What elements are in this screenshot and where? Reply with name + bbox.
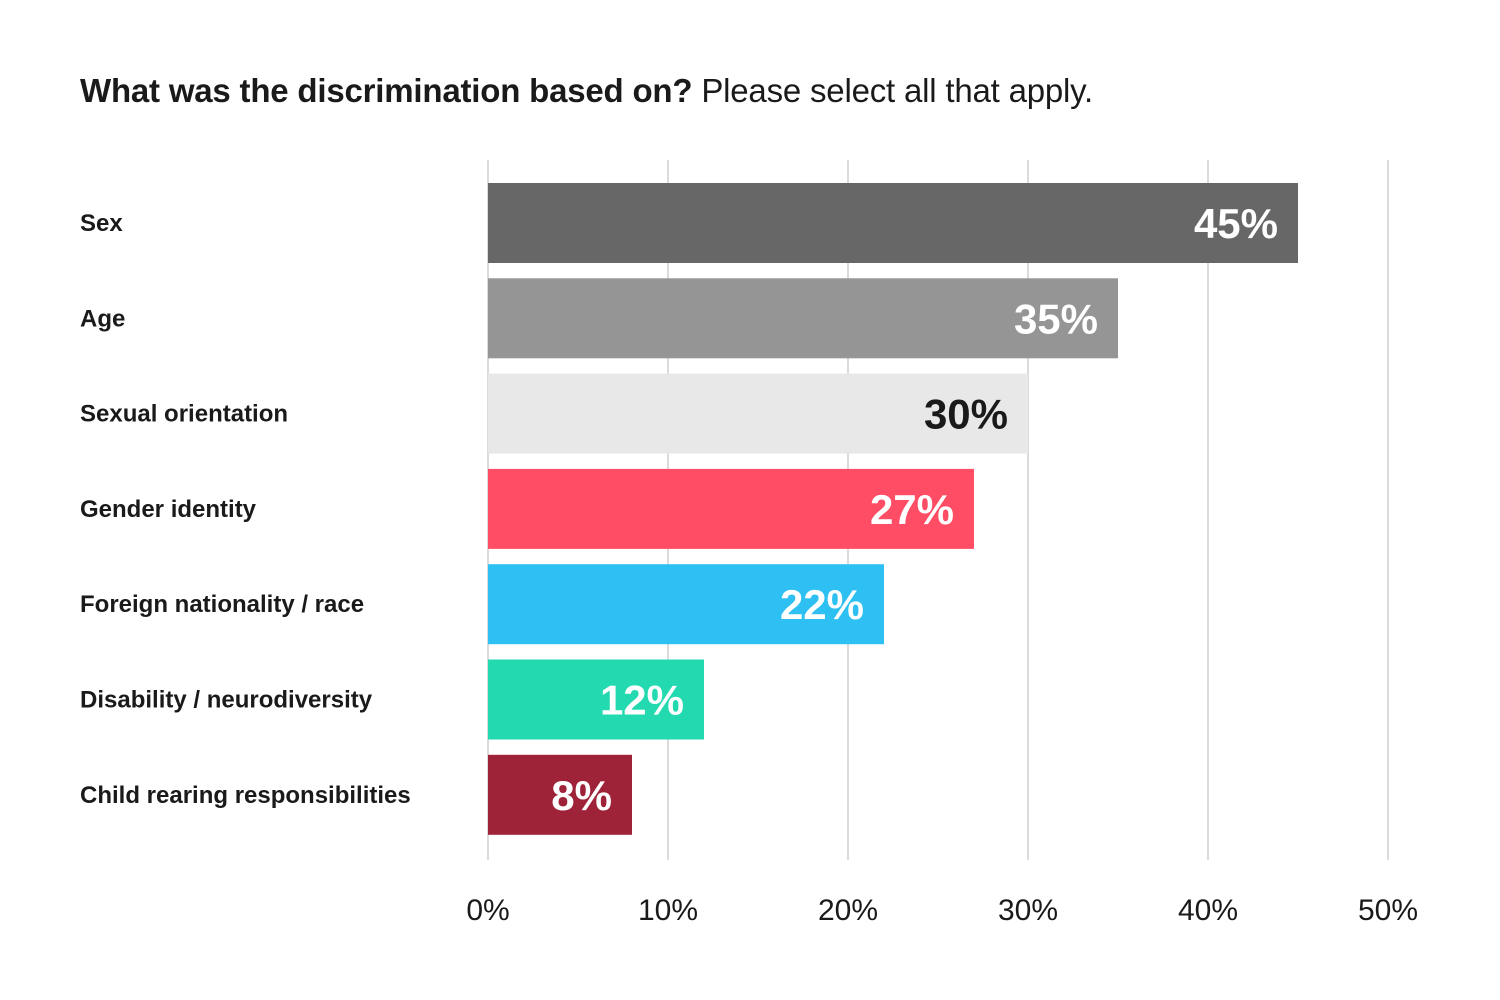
category-label-foreign-nationality-race: Foreign nationality / race xyxy=(80,591,364,618)
x-tick-label-50: 50% xyxy=(1358,894,1418,927)
category-label-disability-neurodiversity: Disability / neurodiversity xyxy=(80,687,373,714)
category-label-sexual-orientation: Sexual orientation xyxy=(80,401,288,428)
value-label-foreign-nationality-race: 22% xyxy=(780,581,864,628)
chart-title-question: What was the discrimination based on? xyxy=(80,72,693,109)
value-label-age: 35% xyxy=(1014,295,1098,342)
x-axis-tick-labels: 0% 10% 20% 30% 40% 50% xyxy=(466,894,1418,927)
bar-age xyxy=(488,278,1118,359)
bar-sex xyxy=(488,183,1298,263)
value-label-disability-neurodiversity: 12% xyxy=(600,677,684,724)
bar-child-rearing-responsibilities xyxy=(488,754,632,835)
value-label-sexual-orientation: 30% xyxy=(924,391,1008,438)
value-labels: 45% 35% 30% 27% 22% 12% 8% xyxy=(551,200,1278,819)
value-label-sex: 45% xyxy=(1194,200,1278,247)
bar-sexual-orientation xyxy=(488,373,1028,454)
value-label-child-rearing-responsibilities: 8% xyxy=(551,772,612,819)
x-tick-label-0: 0% xyxy=(466,894,509,927)
chart-subtitle: Please select all that apply. xyxy=(701,72,1093,109)
category-label-sex: Sex xyxy=(80,210,123,237)
category-label-age: Age xyxy=(80,305,125,332)
value-label-gender-identity: 27% xyxy=(870,486,954,533)
category-label-gender-identity: Gender identity xyxy=(80,496,257,523)
bar-gender-identity xyxy=(488,468,974,549)
category-labels: Sex Age Sexual orientation Gender identity F… xyxy=(80,210,411,809)
x-tick-label-20: 20% xyxy=(818,894,878,927)
x-tick-label-40: 40% xyxy=(1178,894,1238,927)
chart-title: What was the discrimination based on? Pl… xyxy=(80,72,1093,110)
x-tick-label-30: 30% xyxy=(998,894,1058,927)
x-tick-label-10: 10% xyxy=(638,894,698,927)
bars xyxy=(488,183,1298,835)
category-label-child-rearing-responsibilities: Child rearing responsibilities xyxy=(80,782,411,809)
bar-disability-neurodiversity xyxy=(488,659,704,740)
bar-foreign-nationality-race xyxy=(488,564,884,645)
